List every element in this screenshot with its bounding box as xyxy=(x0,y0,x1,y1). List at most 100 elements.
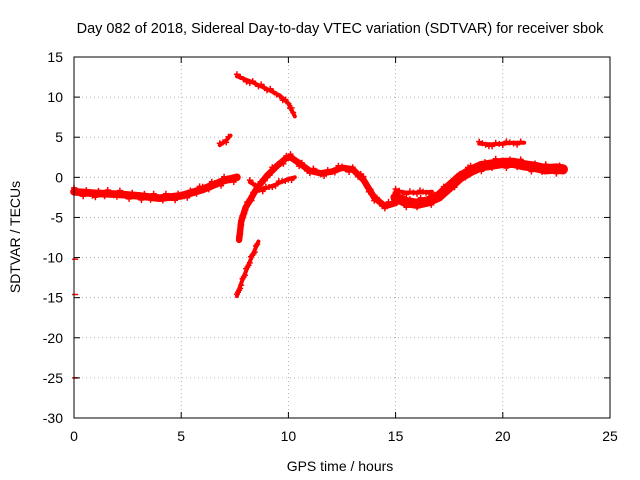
data-point xyxy=(410,200,417,207)
data-point xyxy=(282,178,289,184)
data-point xyxy=(462,174,469,181)
data-point xyxy=(129,189,136,196)
data-point xyxy=(396,194,403,201)
data-point xyxy=(120,190,126,197)
data-point xyxy=(314,168,320,175)
data-point xyxy=(238,282,245,289)
data-point xyxy=(261,84,268,91)
data-point xyxy=(324,167,331,174)
data-point xyxy=(211,180,218,186)
data-point xyxy=(381,205,388,212)
data-point xyxy=(514,164,521,171)
data-point xyxy=(417,194,424,201)
data-point xyxy=(421,197,428,204)
data-point xyxy=(451,184,458,191)
data-point xyxy=(238,221,245,228)
data-point xyxy=(510,159,517,166)
data-point xyxy=(283,152,290,159)
data-point xyxy=(240,76,247,83)
data-point xyxy=(101,193,108,200)
data-point xyxy=(532,160,538,167)
data-point xyxy=(428,201,435,208)
data-point xyxy=(539,168,546,175)
data-point xyxy=(178,191,185,198)
data-point xyxy=(485,162,492,168)
data-point xyxy=(406,196,413,203)
y-tick-label: -20 xyxy=(43,330,63,346)
data-point xyxy=(175,190,182,197)
data-point xyxy=(426,190,432,197)
y-tick-label: -25 xyxy=(43,370,63,386)
data-point xyxy=(159,197,166,204)
data-point xyxy=(301,163,308,170)
data-point xyxy=(414,190,420,197)
data-point xyxy=(104,187,111,193)
data-point xyxy=(406,188,413,195)
data-point xyxy=(506,139,513,146)
data-point xyxy=(349,164,356,171)
data-point xyxy=(269,184,276,191)
data-point xyxy=(293,159,300,166)
data-point xyxy=(272,182,279,189)
data-point xyxy=(290,155,297,162)
data-point xyxy=(290,109,297,116)
data-point xyxy=(521,160,528,167)
data-point xyxy=(216,140,223,147)
data-point xyxy=(414,204,420,211)
data-point xyxy=(218,182,224,189)
data-point xyxy=(392,186,399,192)
y-tick-label: -5 xyxy=(51,209,64,225)
data-point xyxy=(223,139,230,146)
data-point xyxy=(280,160,287,167)
data-point xyxy=(385,198,392,205)
series-segment-8 xyxy=(476,138,527,150)
data-point xyxy=(369,191,376,198)
data-point xyxy=(474,166,481,173)
data-point xyxy=(248,197,255,204)
data-point xyxy=(360,173,367,180)
data-point xyxy=(253,183,260,190)
data-point xyxy=(506,156,513,163)
data-point xyxy=(172,197,179,204)
data-point xyxy=(208,178,215,185)
data-point xyxy=(221,173,228,180)
data-point xyxy=(273,91,280,98)
data-point xyxy=(556,162,563,169)
data-point xyxy=(251,249,258,256)
data-point xyxy=(346,169,353,175)
data-point xyxy=(503,138,510,145)
data-point xyxy=(396,187,403,194)
data-point xyxy=(110,192,117,199)
y-tick-label: -10 xyxy=(43,250,63,266)
series-segment-5 xyxy=(235,151,399,244)
x-axis-label: GPS time / hours xyxy=(287,458,394,474)
data-point xyxy=(321,173,328,179)
data-point xyxy=(431,191,438,198)
y-tick-label: 0 xyxy=(55,169,63,185)
data-point xyxy=(339,163,345,170)
data-point xyxy=(514,141,521,148)
x-tick-label: 25 xyxy=(602,428,618,444)
data-point xyxy=(376,198,383,205)
data-point xyxy=(74,187,81,194)
data-point xyxy=(362,178,369,185)
data-point xyxy=(230,179,237,185)
data-point xyxy=(542,161,549,168)
data-point xyxy=(403,204,410,211)
data-point xyxy=(270,88,277,95)
data-point xyxy=(187,187,194,194)
data-point xyxy=(478,168,485,175)
data-point xyxy=(482,141,489,148)
data-point xyxy=(423,189,429,196)
data-point xyxy=(113,193,120,200)
data-point xyxy=(147,196,154,203)
data-point xyxy=(489,143,496,150)
data-point xyxy=(420,188,426,195)
x-tick-label: 5 xyxy=(177,428,185,444)
data-point xyxy=(403,191,410,198)
data-point xyxy=(224,175,231,182)
x-tick-label: 0 xyxy=(70,428,78,444)
data-point xyxy=(373,194,380,201)
